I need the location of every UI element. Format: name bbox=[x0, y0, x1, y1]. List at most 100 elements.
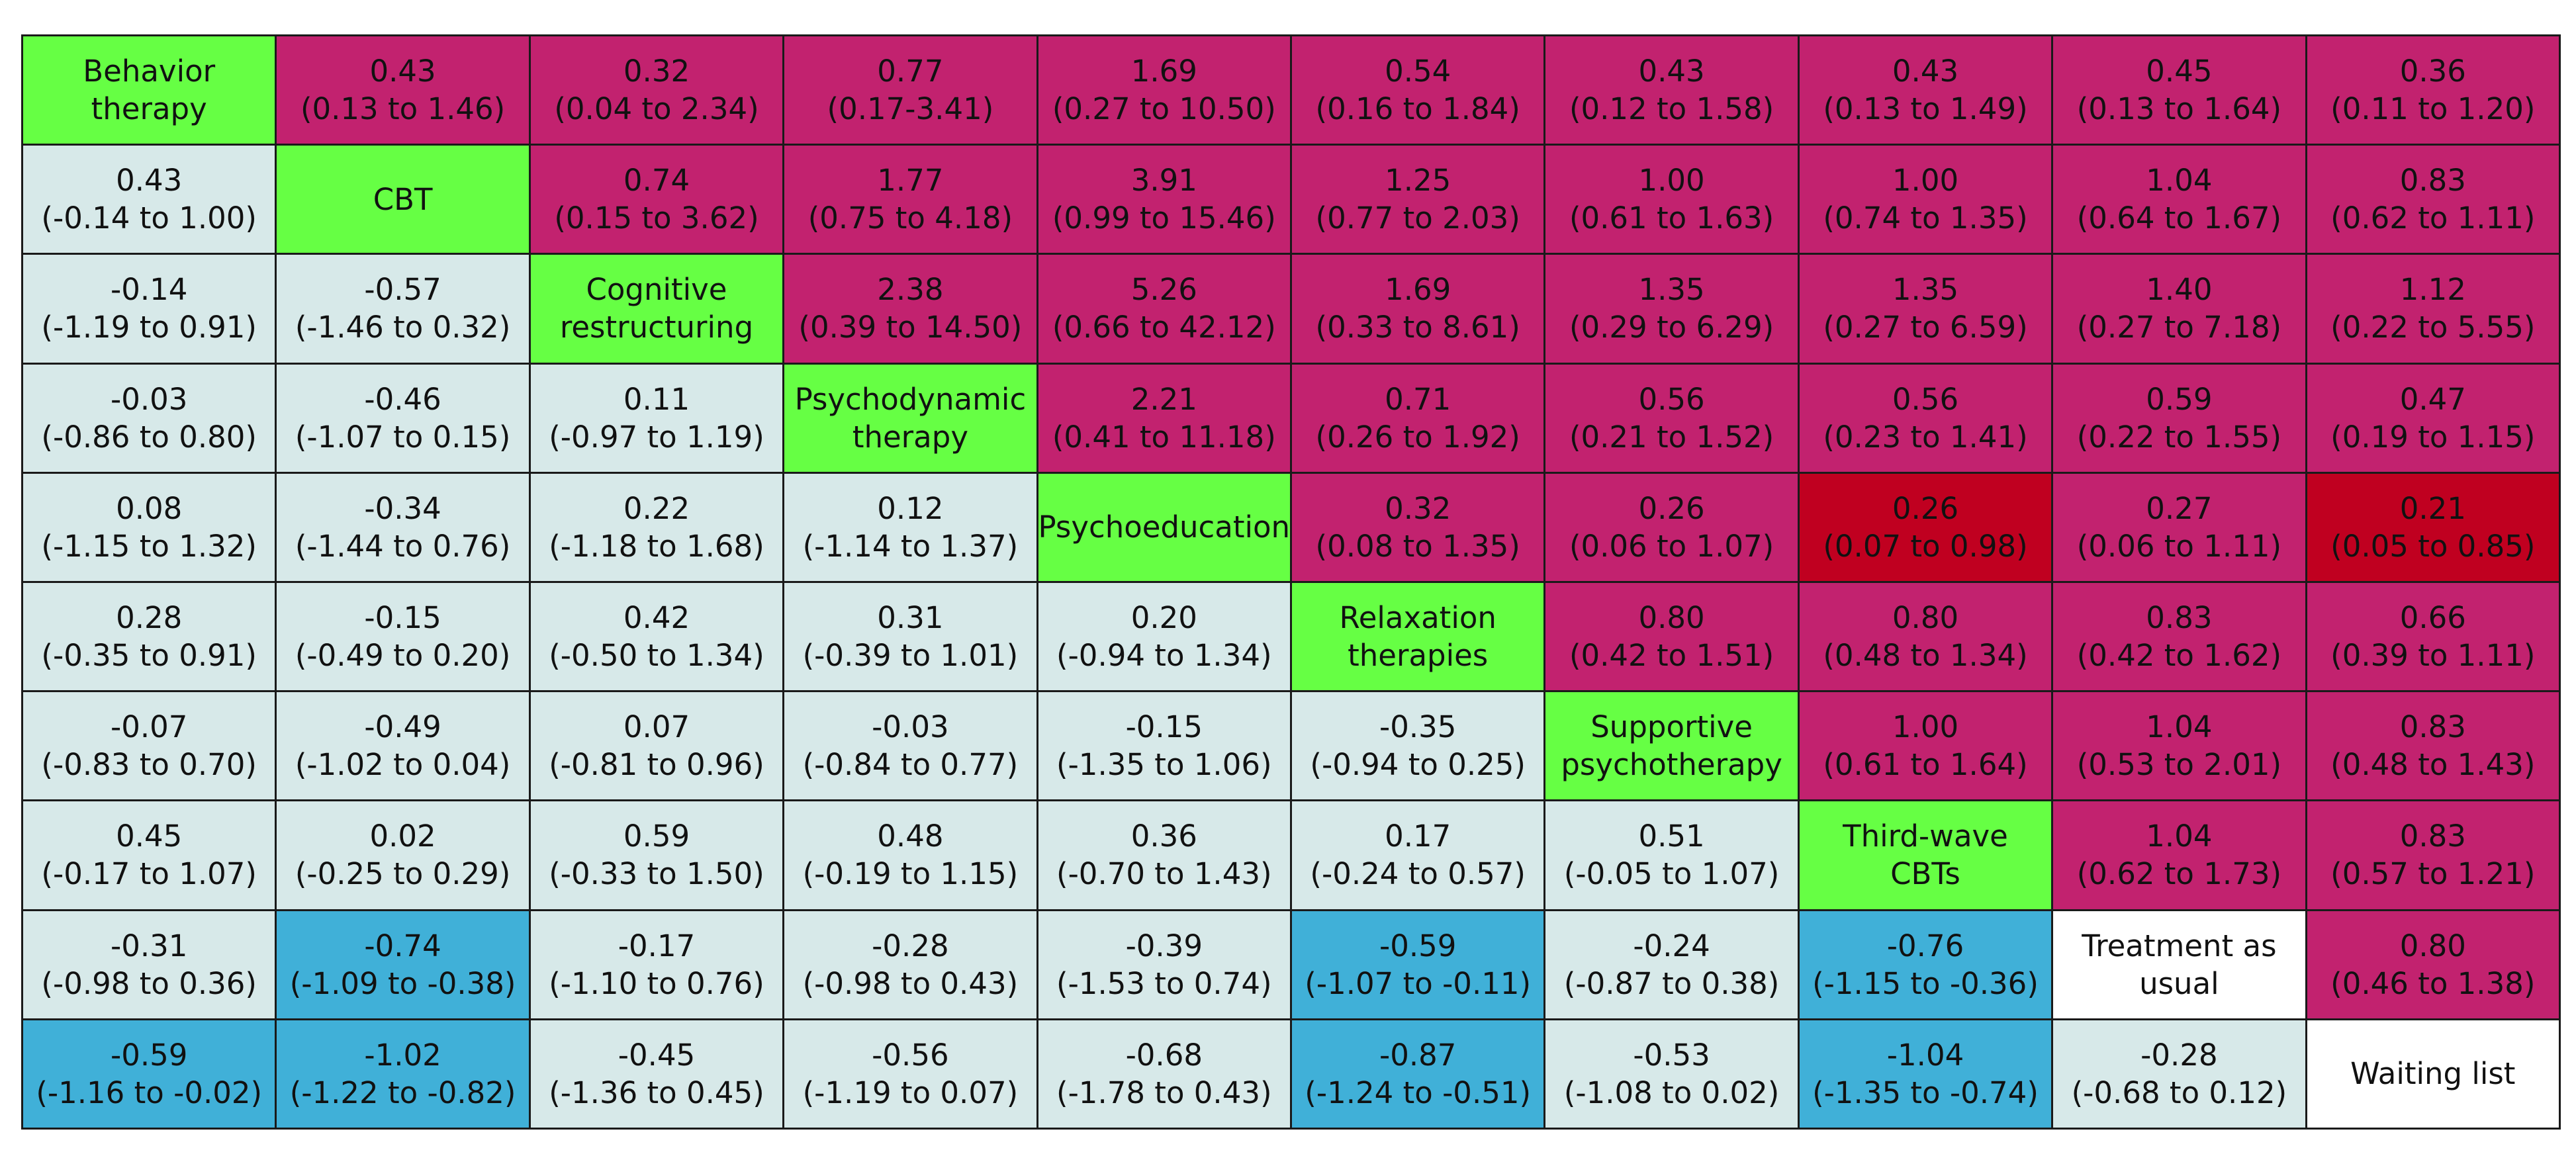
comparison-cell: 0.54 (0.16 to 1.84) bbox=[1291, 36, 1546, 146]
comparison-cell: 1.04 (0.62 to 1.73) bbox=[2053, 801, 2307, 911]
comparison-cell: 0.26 (0.07 to 0.98) bbox=[1799, 473, 2054, 583]
effect-estimate: 0.12 bbox=[877, 490, 944, 526]
confidence-interval: (-1.19 to 0.07) bbox=[802, 1075, 1019, 1110]
confidence-interval: (-1.24 to -0.51) bbox=[1305, 1075, 1532, 1110]
confidence-interval: (0.27 to 10.50) bbox=[1052, 91, 1276, 127]
comparison-cell: -1.04 (-1.35 to -0.74) bbox=[1799, 1020, 2054, 1130]
comparison-cell: -0.15 (-0.49 to 0.20) bbox=[277, 582, 531, 693]
treatment-label: CBT bbox=[373, 181, 433, 217]
comparison-cell: -0.46 (-1.07 to 0.15) bbox=[277, 364, 531, 474]
comparison-cell: -0.49 (-1.02 to 0.04) bbox=[277, 692, 531, 802]
effect-estimate: 0.43 bbox=[369, 53, 436, 89]
comparison-cell: -0.74 (-1.09 to -0.38) bbox=[277, 911, 531, 1020]
comparison-cell: -0.39 (-1.53 to 0.74) bbox=[1038, 911, 1292, 1020]
confidence-interval: (-1.07 to 0.15) bbox=[295, 419, 511, 455]
league-table: Behavior therapy 0.43 (0.13 to 1.46) 0.32 (0… bbox=[21, 34, 2561, 1130]
comparison-cell: -0.03 (-0.84 to 0.77) bbox=[784, 692, 1038, 802]
comparison-cell: -0.59 (-1.07 to -0.11) bbox=[1291, 911, 1546, 1020]
effect-estimate: 0.59 bbox=[623, 819, 690, 854]
effect-estimate: 0.80 bbox=[1892, 600, 1959, 635]
comparison-cell: 0.22 (-1.18 to 1.68) bbox=[530, 473, 785, 583]
effect-estimate: -0.03 bbox=[872, 709, 949, 745]
comparison-cell: 5.26 (0.66 to 42.12) bbox=[1038, 255, 1292, 365]
comparison-cell: 0.47 (0.19 to 1.15) bbox=[2307, 364, 2561, 474]
effect-estimate: 0.32 bbox=[623, 53, 690, 89]
comparison-cell: -0.31 (-0.98 to 0.36) bbox=[23, 911, 277, 1020]
comparison-cell: 0.28 (-0.35 to 0.91) bbox=[23, 582, 277, 693]
confidence-interval: (0.53 to 2.01) bbox=[2076, 747, 2282, 783]
effect-estimate: 0.22 bbox=[623, 490, 690, 526]
comparison-cell: 0.26 (0.06 to 1.07) bbox=[1545, 473, 1800, 583]
confidence-interval: (0.06 to 1.11) bbox=[2076, 528, 2282, 564]
comparison-cell: 0.17 (-0.24 to 0.57) bbox=[1291, 801, 1546, 911]
comparison-cell: 1.04 (0.64 to 1.67) bbox=[2053, 146, 2307, 255]
effect-estimate: -0.39 bbox=[1125, 928, 1203, 963]
comparison-cell: 0.08 (-1.15 to 1.32) bbox=[23, 473, 277, 583]
effect-estimate: 1.69 bbox=[1130, 53, 1197, 89]
effect-estimate: -0.59 bbox=[1379, 928, 1457, 963]
confidence-interval: (-0.94 to 0.25) bbox=[1310, 747, 1526, 783]
treatment-label: Psychodynamic therapy bbox=[794, 381, 1027, 455]
effect-estimate: -0.57 bbox=[364, 272, 441, 308]
comparison-cell: 0.83 (0.57 to 1.21) bbox=[2307, 801, 2561, 911]
comparison-cell: 0.71 (0.26 to 1.92) bbox=[1291, 364, 1546, 474]
comparison-cell: 1.77 (0.75 to 4.18) bbox=[784, 146, 1038, 255]
comparison-cell: 0.07 (-0.81 to 0.96) bbox=[530, 692, 785, 802]
comparison-cell: -0.68 (-1.78 to 0.43) bbox=[1038, 1020, 1292, 1130]
treatment-name-cell: Psychodynamic therapy bbox=[784, 364, 1038, 474]
effect-estimate: 0.51 bbox=[1638, 819, 1705, 854]
comparison-cell: 0.27 (0.06 to 1.11) bbox=[2053, 473, 2307, 583]
comparison-cell: 0.80 (0.46 to 1.38) bbox=[2307, 911, 2561, 1020]
effect-estimate: -0.76 bbox=[1886, 928, 1964, 963]
confidence-interval: (0.22 to 5.55) bbox=[2330, 310, 2536, 345]
comparison-cell: 1.12 (0.22 to 5.55) bbox=[2307, 255, 2561, 365]
confidence-interval: (0.07 to 0.98) bbox=[1823, 528, 2028, 564]
comparison-cell: 0.83 (0.42 to 1.62) bbox=[2053, 582, 2307, 693]
effect-estimate: 0.48 bbox=[877, 819, 944, 854]
effect-estimate: 1.04 bbox=[2146, 163, 2213, 199]
comparison-cell: 1.00 (0.61 to 1.64) bbox=[1799, 692, 2054, 802]
effect-estimate: 0.26 bbox=[1638, 490, 1705, 526]
effect-estimate: 1.00 bbox=[1892, 163, 1959, 199]
confidence-interval: (0.74 to 1.35) bbox=[1823, 200, 2028, 236]
comparison-cell: 0.48 (-0.19 to 1.15) bbox=[784, 801, 1038, 911]
confidence-interval: (0.04 to 2.34) bbox=[554, 91, 759, 127]
comparison-cell: 0.80 (0.42 to 1.51) bbox=[1545, 582, 1800, 693]
effect-estimate: 2.21 bbox=[1130, 381, 1197, 417]
effect-estimate: 0.77 bbox=[877, 53, 944, 89]
comparison-cell: 1.04 (0.53 to 2.01) bbox=[2053, 692, 2307, 802]
confidence-interval: (-0.83 to 0.70) bbox=[41, 747, 257, 783]
comparison-cell: -0.28 (-0.98 to 0.43) bbox=[784, 911, 1038, 1020]
confidence-interval: (-1.36 to 0.45) bbox=[549, 1075, 764, 1110]
confidence-interval: (0.27 to 6.59) bbox=[1823, 310, 2028, 345]
effect-estimate: -0.17 bbox=[618, 928, 696, 963]
comparison-cell: 0.43 (-0.14 to 1.00) bbox=[23, 146, 277, 255]
confidence-interval: (-0.05 to 1.07) bbox=[1563, 856, 1780, 892]
effect-estimate: -1.04 bbox=[1886, 1037, 1964, 1073]
confidence-interval: (0.99 to 15.46) bbox=[1052, 200, 1276, 236]
effect-estimate: -0.87 bbox=[1379, 1037, 1457, 1073]
treatment-label: Psychoeducation bbox=[1038, 510, 1291, 545]
effect-estimate: -0.03 bbox=[110, 381, 188, 417]
confidence-interval: (-0.87 to 0.38) bbox=[1563, 965, 1780, 1001]
effect-estimate: 0.71 bbox=[1385, 381, 1451, 417]
comparison-cell: 0.80 (0.48 to 1.34) bbox=[1799, 582, 2054, 693]
comparison-cell: -0.57 (-1.46 to 0.32) bbox=[277, 255, 531, 365]
confidence-interval: (0.23 to 1.41) bbox=[1823, 419, 2028, 455]
comparison-cell: -0.03 (-0.86 to 0.80) bbox=[23, 364, 277, 474]
effect-estimate: 0.43 bbox=[1892, 53, 1959, 89]
comparison-cell: -0.56 (-1.19 to 0.07) bbox=[784, 1020, 1038, 1130]
effect-estimate: -0.15 bbox=[364, 600, 441, 635]
comparison-cell: 2.38 (0.39 to 14.50) bbox=[784, 255, 1038, 365]
effect-estimate: -0.68 bbox=[1125, 1037, 1203, 1073]
effect-estimate: 0.59 bbox=[2146, 381, 2213, 417]
effect-estimate: -1.02 bbox=[364, 1037, 441, 1073]
comparison-cell: -1.02 (-1.22 to -0.82) bbox=[277, 1020, 531, 1130]
effect-estimate: 0.56 bbox=[1638, 381, 1705, 417]
treatment-name-cell: Relaxation therapies bbox=[1291, 582, 1546, 693]
confidence-interval: (0.17-3.41) bbox=[827, 91, 994, 127]
confidence-interval: (-1.16 to -0.02) bbox=[36, 1075, 263, 1110]
effect-estimate: 0.11 bbox=[623, 381, 690, 417]
comparison-cell: 0.56 (0.23 to 1.41) bbox=[1799, 364, 2054, 474]
confidence-interval: (-0.33 to 1.50) bbox=[549, 856, 764, 892]
